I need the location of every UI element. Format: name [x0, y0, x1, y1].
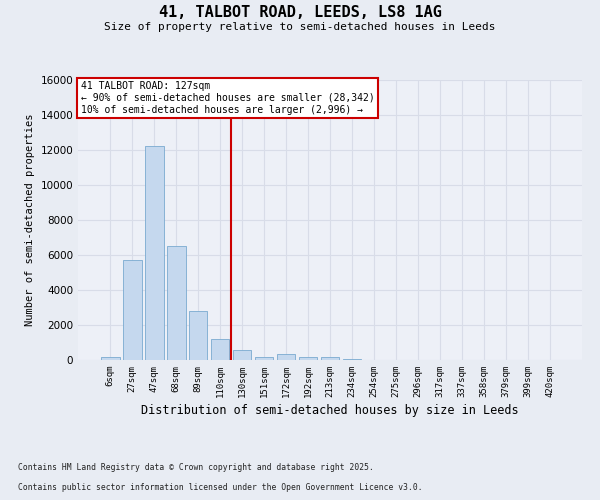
Text: 41, TALBOT ROAD, LEEDS, LS8 1AG: 41, TALBOT ROAD, LEEDS, LS8 1AG [158, 5, 442, 20]
X-axis label: Distribution of semi-detached houses by size in Leeds: Distribution of semi-detached houses by … [141, 404, 519, 417]
Y-axis label: Number of semi-detached properties: Number of semi-detached properties [25, 114, 35, 326]
Bar [277, 354, 295, 360]
Bar [145, 146, 164, 360]
Text: 41 TALBOT ROAD: 127sqm
← 90% of semi-detached houses are smaller (28,342)
10% of: 41 TALBOT ROAD: 127sqm ← 90% of semi-det… [80, 82, 374, 114]
Bar [123, 260, 142, 360]
Bar [299, 357, 317, 360]
Bar [320, 358, 340, 360]
Bar [343, 358, 361, 360]
Text: Size of property relative to semi-detached houses in Leeds: Size of property relative to semi-detach… [104, 22, 496, 32]
Bar [167, 246, 185, 360]
Bar [233, 350, 251, 360]
Bar [255, 356, 274, 360]
Bar [189, 311, 208, 360]
Text: Contains HM Land Registry data © Crown copyright and database right 2025.: Contains HM Land Registry data © Crown c… [18, 464, 374, 472]
Bar [211, 339, 229, 360]
Text: Contains public sector information licensed under the Open Government Licence v3: Contains public sector information licen… [18, 484, 422, 492]
Bar [101, 356, 119, 360]
